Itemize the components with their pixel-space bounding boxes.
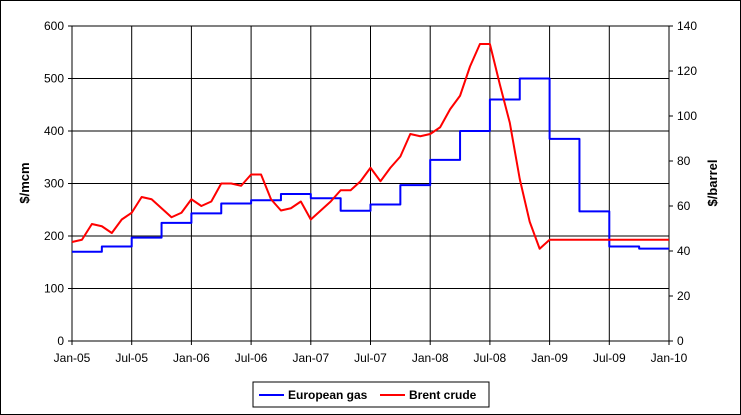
x-tick-label: Jan-06 — [173, 351, 210, 365]
x-tick-label: Jul-09 — [593, 351, 626, 365]
x-tick-label: Jan-10 — [651, 351, 688, 365]
left-tick-label: 500 — [44, 72, 64, 86]
x-tick-label: Jan-07 — [292, 351, 329, 365]
right-tick-label: 80 — [677, 154, 691, 168]
x-tick-label: Jan-08 — [412, 351, 449, 365]
legend: European gas Brent crude — [252, 381, 490, 408]
series-line-european-gas — [72, 77, 669, 253]
legend-box — [252, 381, 490, 408]
right-tick-label: 20 — [677, 289, 691, 303]
right-tick-label: 60 — [677, 199, 691, 213]
x-tick-label: Jul-05 — [115, 351, 148, 365]
right-tick-label: 40 — [677, 244, 691, 258]
x-axis: Jan-05 Jul-05 Jan-06 Jul-06 Jan-07 Jul-07 Jan-… — [54, 340, 688, 365]
x-tick-label: Jan-09 — [531, 351, 568, 365]
grid-lines — [71, 25, 670, 342]
left-tick-label: 0 — [57, 334, 64, 348]
right-axis: 0 20 40 60 80 100 120 140 — [668, 19, 697, 348]
left-tick-label: 400 — [44, 124, 64, 138]
right-tick-label: 0 — [677, 334, 684, 348]
x-tick-label: Jul-08 — [474, 351, 507, 365]
right-tick-label: 120 — [677, 64, 697, 78]
series-line-brent-crude — [71, 43, 669, 250]
x-tick-label: Jan-05 — [54, 351, 91, 365]
legend-label-european-gas: European gas — [288, 388, 368, 402]
left-tick-label: 200 — [44, 229, 64, 243]
left-tick-label: 600 — [44, 19, 64, 33]
legend-label-brent-crude: Brent crude — [409, 388, 477, 402]
left-axis: 0 100 200 300 400 500 600 — [44, 19, 73, 348]
x-tick-label: Jul-06 — [235, 351, 268, 365]
right-axis-title: $/barrel — [705, 160, 720, 207]
series-lines — [71, 43, 669, 253]
x-tick-label: Jul-07 — [354, 351, 387, 365]
right-tick-label: 100 — [677, 109, 697, 123]
left-tick-label: 300 — [44, 177, 64, 191]
left-axis-title: $/mcm — [17, 162, 32, 203]
right-tick-label: 140 — [677, 19, 697, 33]
left-tick-label: 100 — [44, 282, 64, 296]
